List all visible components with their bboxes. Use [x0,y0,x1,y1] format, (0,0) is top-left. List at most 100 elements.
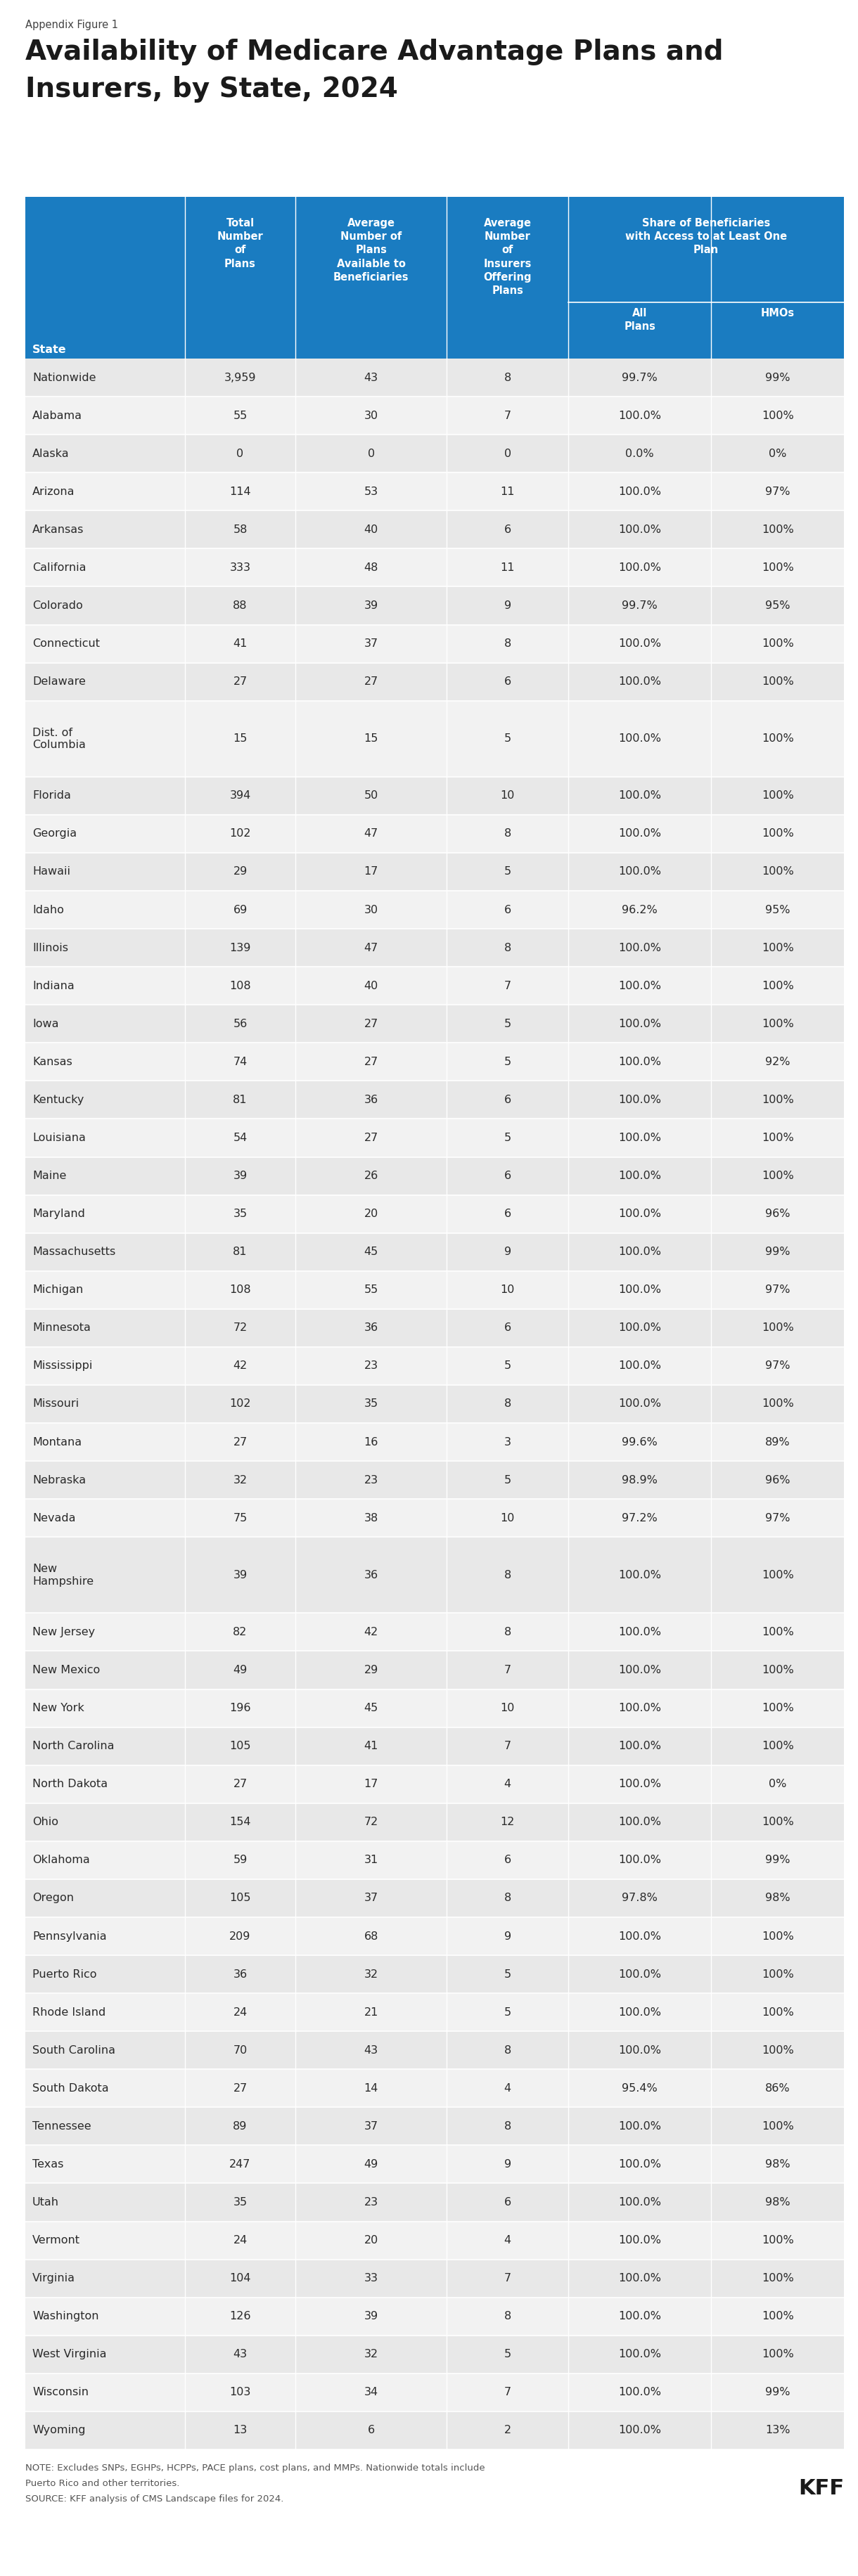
Text: Louisiana: Louisiana [33,1133,86,1144]
Text: 36: 36 [364,1095,378,1105]
Text: 99.7%: 99.7% [622,600,657,611]
Text: New Jersey: New Jersey [33,1628,95,1638]
Bar [26,1613,844,1651]
Text: 100%: 100% [762,2349,794,2360]
Text: 100.0%: 100.0% [619,1170,662,1182]
Text: 100.0%: 100.0% [619,562,662,572]
Text: 100.0%: 100.0% [619,1780,662,1790]
Text: 100.0%: 100.0% [619,1932,662,1942]
Text: Hawaii: Hawaii [33,866,70,876]
Text: 247: 247 [230,2159,251,2169]
Text: 139: 139 [230,943,251,953]
Text: 35: 35 [233,1208,247,1218]
Text: 100%: 100% [762,1968,794,1978]
Text: 154: 154 [229,1816,251,1826]
Text: 30: 30 [364,904,378,914]
Text: 95%: 95% [765,600,790,611]
Text: 100.0%: 100.0% [619,1056,662,1066]
Bar [26,358,844,397]
Text: 100.0%: 100.0% [619,1095,662,1105]
Bar [26,587,844,623]
Text: 41: 41 [364,1741,378,1752]
Text: 100%: 100% [762,981,794,992]
Text: Pennsylvania: Pennsylvania [33,1932,106,1942]
Text: 100.0%: 100.0% [619,1741,662,1752]
Text: 0: 0 [237,448,244,459]
Text: 100%: 100% [762,1932,794,1942]
Text: 3: 3 [504,1437,511,1448]
Text: 36: 36 [364,1321,378,1334]
Text: Illinois: Illinois [33,943,69,953]
Bar [26,2372,844,2411]
Text: 100%: 100% [762,1628,794,1638]
Bar [26,2069,844,2107]
Text: Maryland: Maryland [33,1208,85,1218]
Text: 4: 4 [504,1780,511,1790]
Text: Delaware: Delaware [33,677,86,688]
Text: 27: 27 [364,1056,378,1066]
Bar [26,1880,844,1917]
Text: 100.0%: 100.0% [619,791,662,801]
Text: 10: 10 [500,1512,515,1522]
Text: 114: 114 [229,487,251,497]
Bar [26,1234,844,1270]
Text: North Dakota: North Dakota [33,1780,108,1790]
Text: 100.0%: 100.0% [619,2159,662,2169]
Text: 13%: 13% [765,2424,790,2437]
Text: 56: 56 [233,1018,247,1030]
Text: 39: 39 [364,2311,378,2321]
Text: Vermont: Vermont [33,2236,80,2246]
Text: 99%: 99% [765,1855,790,1865]
Text: 5: 5 [504,1360,511,1370]
Text: 27: 27 [233,1437,247,1448]
Bar [26,966,844,1005]
Text: Total
Number
of
Plans: Total Number of Plans [217,219,263,268]
Text: 6: 6 [504,1208,511,1218]
Bar [26,1803,844,1842]
Text: 100.0%: 100.0% [619,2311,662,2321]
Bar [26,1270,844,1309]
Text: 54: 54 [233,1133,247,1144]
Text: Arizona: Arizona [33,487,75,497]
Text: Average
Number of
Plans
Available to
Beneficiaries: Average Number of Plans Available to Ben… [334,219,409,283]
Text: 100.0%: 100.0% [619,1247,662,1257]
Text: 14: 14 [364,2084,378,2094]
Text: 100%: 100% [762,1133,794,1144]
Text: 100.0%: 100.0% [619,2424,662,2437]
Bar [26,471,844,510]
Text: 27: 27 [364,1133,378,1144]
Bar [26,1538,844,1613]
Text: 5: 5 [504,2007,511,2017]
Text: 100.0%: 100.0% [619,1018,662,1030]
Text: 96%: 96% [765,1476,790,1486]
Text: 9: 9 [504,600,511,611]
Bar [26,2411,844,2450]
Text: Rhode Island: Rhode Island [33,2007,106,2017]
Text: 100.0%: 100.0% [619,2197,662,2208]
Text: 100.0%: 100.0% [619,1321,662,1334]
Bar [26,2184,844,2221]
Text: Alabama: Alabama [33,410,82,420]
Text: 37: 37 [364,639,378,649]
Text: State: State [33,345,67,355]
Text: 40: 40 [364,981,378,992]
Text: 24: 24 [233,2007,247,2017]
Text: 100.0%: 100.0% [619,1285,662,1296]
Text: 13: 13 [233,2424,247,2437]
Text: 53: 53 [364,487,378,497]
Text: 99.7%: 99.7% [622,374,657,384]
Text: 100.0%: 100.0% [619,866,662,876]
Text: West Virginia: West Virginia [33,2349,106,2360]
Text: Connecticut: Connecticut [33,639,100,649]
Bar [26,1461,844,1499]
Text: 17: 17 [364,866,378,876]
Text: 6: 6 [504,1321,511,1334]
Text: 100%: 100% [762,1095,794,1105]
Text: KFF: KFF [798,2478,844,2499]
Text: 17: 17 [364,1780,378,1790]
Text: 100%: 100% [762,791,794,801]
Text: 100.0%: 100.0% [619,2349,662,2360]
Bar [26,1118,844,1157]
Text: Washington: Washington [33,2311,99,2321]
Text: 103: 103 [230,2388,251,2398]
